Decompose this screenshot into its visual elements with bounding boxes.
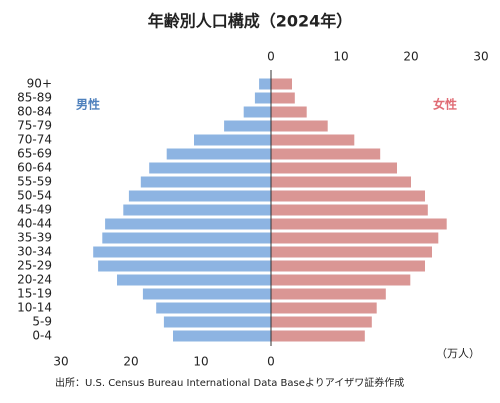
bar <box>271 316 372 328</box>
bar <box>102 232 271 244</box>
bar <box>271 218 447 230</box>
bar <box>117 274 271 286</box>
category-label: 80-84 <box>17 105 52 119</box>
bar <box>156 302 271 314</box>
bar <box>271 302 377 314</box>
x-tick-label: 30 <box>53 355 68 369</box>
x-tick-label: 0 <box>267 355 275 369</box>
legend-label: 女性 <box>433 97 457 112</box>
bar <box>140 176 271 188</box>
bar <box>105 218 271 230</box>
x-tick-label: 10 <box>193 355 208 369</box>
bar <box>271 274 411 286</box>
bar <box>271 120 328 132</box>
chart-title: 年齢別人口構成（2024年） <box>148 12 353 31</box>
category-label: 30-34 <box>17 245 52 259</box>
bar <box>128 190 271 202</box>
bar <box>271 176 411 188</box>
bar <box>271 190 425 202</box>
bar <box>163 316 271 328</box>
bar <box>271 134 355 146</box>
bar <box>254 92 271 104</box>
source: 出所：U.S. Census Bureau International Data… <box>55 376 404 389</box>
bar <box>149 162 271 174</box>
category-label: 75-79 <box>17 119 52 133</box>
bar <box>98 260 271 272</box>
category-label: 55-59 <box>17 175 52 189</box>
category-label: 25-29 <box>17 259 52 273</box>
bar <box>271 288 386 300</box>
category-label: 90+ <box>27 77 52 91</box>
category-label: 20-24 <box>17 273 52 287</box>
bar <box>173 330 271 342</box>
bar <box>142 288 271 300</box>
category-label: 40-44 <box>17 217 52 231</box>
x-tick-label: 20 <box>123 355 138 369</box>
category-label: 60-64 <box>17 161 52 175</box>
bar <box>93 246 271 258</box>
category-label: 5-9 <box>32 315 52 329</box>
bar <box>271 246 432 258</box>
x-tick-label: 20 <box>403 50 418 64</box>
unit-label: （万人） <box>436 347 480 360</box>
bar <box>259 78 271 90</box>
bar <box>271 232 439 244</box>
bar <box>271 260 425 272</box>
bar <box>271 78 292 90</box>
bar <box>271 92 295 104</box>
bar <box>243 106 271 118</box>
bar <box>271 204 428 216</box>
category-label: 0-4 <box>32 329 52 343</box>
category-label: 45-49 <box>17 203 52 217</box>
category-label: 85-89 <box>17 91 52 105</box>
bar <box>271 162 397 174</box>
category-label: 70-74 <box>17 133 52 147</box>
category-label: 15-19 <box>17 287 52 301</box>
category-label: 35-39 <box>17 231 52 245</box>
bar <box>271 148 381 160</box>
x-tick-label: 30 <box>473 50 488 64</box>
bar <box>166 148 271 160</box>
bar <box>271 330 365 342</box>
bar <box>123 204 271 216</box>
category-label: 50-54 <box>17 189 52 203</box>
legend-label: 男性 <box>76 97 100 112</box>
category-label: 65-69 <box>17 147 52 161</box>
x-tick-label: 0 <box>267 50 275 64</box>
bar <box>194 134 271 146</box>
x-tick-label: 10 <box>333 50 348 64</box>
bar <box>224 120 271 132</box>
category-label: 10-14 <box>17 301 52 315</box>
bar <box>271 106 307 118</box>
